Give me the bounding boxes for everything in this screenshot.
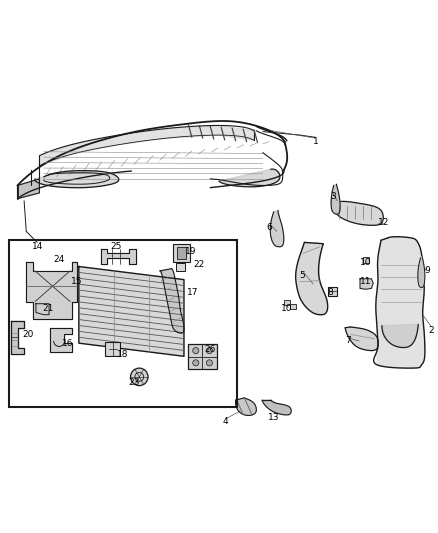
Text: 1: 1 xyxy=(312,137,318,146)
Bar xyxy=(105,342,120,356)
Text: 15: 15 xyxy=(71,277,82,286)
Text: 23: 23 xyxy=(128,378,139,387)
Polygon shape xyxy=(270,211,284,247)
Text: 24: 24 xyxy=(53,255,65,264)
Polygon shape xyxy=(296,243,328,314)
Bar xyxy=(188,344,217,369)
Text: 19: 19 xyxy=(185,247,196,256)
Polygon shape xyxy=(36,304,49,314)
Polygon shape xyxy=(18,179,39,199)
Polygon shape xyxy=(236,398,256,415)
Bar xyxy=(176,263,185,271)
Bar xyxy=(328,287,337,296)
Polygon shape xyxy=(418,257,425,287)
Text: 11: 11 xyxy=(360,277,371,286)
Polygon shape xyxy=(35,171,118,188)
Polygon shape xyxy=(331,184,340,214)
Polygon shape xyxy=(376,237,425,368)
Text: 13: 13 xyxy=(268,413,279,422)
Bar xyxy=(9,240,237,407)
Text: 7: 7 xyxy=(345,336,351,345)
Text: 16: 16 xyxy=(62,338,74,348)
Text: 22: 22 xyxy=(194,260,205,269)
Text: 26: 26 xyxy=(205,345,216,354)
Circle shape xyxy=(193,348,199,354)
Text: 6: 6 xyxy=(266,223,272,231)
Text: 8: 8 xyxy=(328,288,334,297)
Text: 9: 9 xyxy=(424,266,430,276)
Polygon shape xyxy=(345,327,378,351)
Circle shape xyxy=(131,368,148,386)
Bar xyxy=(173,244,190,262)
Bar xyxy=(284,300,290,305)
Text: 5: 5 xyxy=(299,271,305,280)
Text: 18: 18 xyxy=(117,350,128,359)
Polygon shape xyxy=(360,279,373,289)
Polygon shape xyxy=(219,169,279,187)
Text: 20: 20 xyxy=(23,330,34,339)
Circle shape xyxy=(193,360,199,366)
Text: 4: 4 xyxy=(223,417,228,426)
Polygon shape xyxy=(11,321,24,354)
Text: 12: 12 xyxy=(378,218,389,227)
Circle shape xyxy=(206,348,212,354)
Text: 14: 14 xyxy=(32,243,43,251)
Polygon shape xyxy=(262,400,291,415)
Polygon shape xyxy=(160,269,184,333)
Polygon shape xyxy=(333,201,383,225)
Bar xyxy=(363,257,369,263)
Text: 17: 17 xyxy=(187,288,198,297)
Text: 21: 21 xyxy=(42,304,54,313)
Polygon shape xyxy=(101,249,136,264)
Circle shape xyxy=(206,360,212,366)
Polygon shape xyxy=(79,266,184,356)
Bar xyxy=(290,304,296,310)
Text: 25: 25 xyxy=(110,243,122,251)
Text: 10: 10 xyxy=(360,257,371,266)
Text: 2: 2 xyxy=(429,326,434,335)
Text: 10: 10 xyxy=(281,304,293,313)
Polygon shape xyxy=(39,125,254,166)
Text: 3: 3 xyxy=(330,192,336,201)
Polygon shape xyxy=(382,324,418,348)
Bar xyxy=(177,247,186,259)
Polygon shape xyxy=(26,262,77,319)
Polygon shape xyxy=(50,328,72,352)
